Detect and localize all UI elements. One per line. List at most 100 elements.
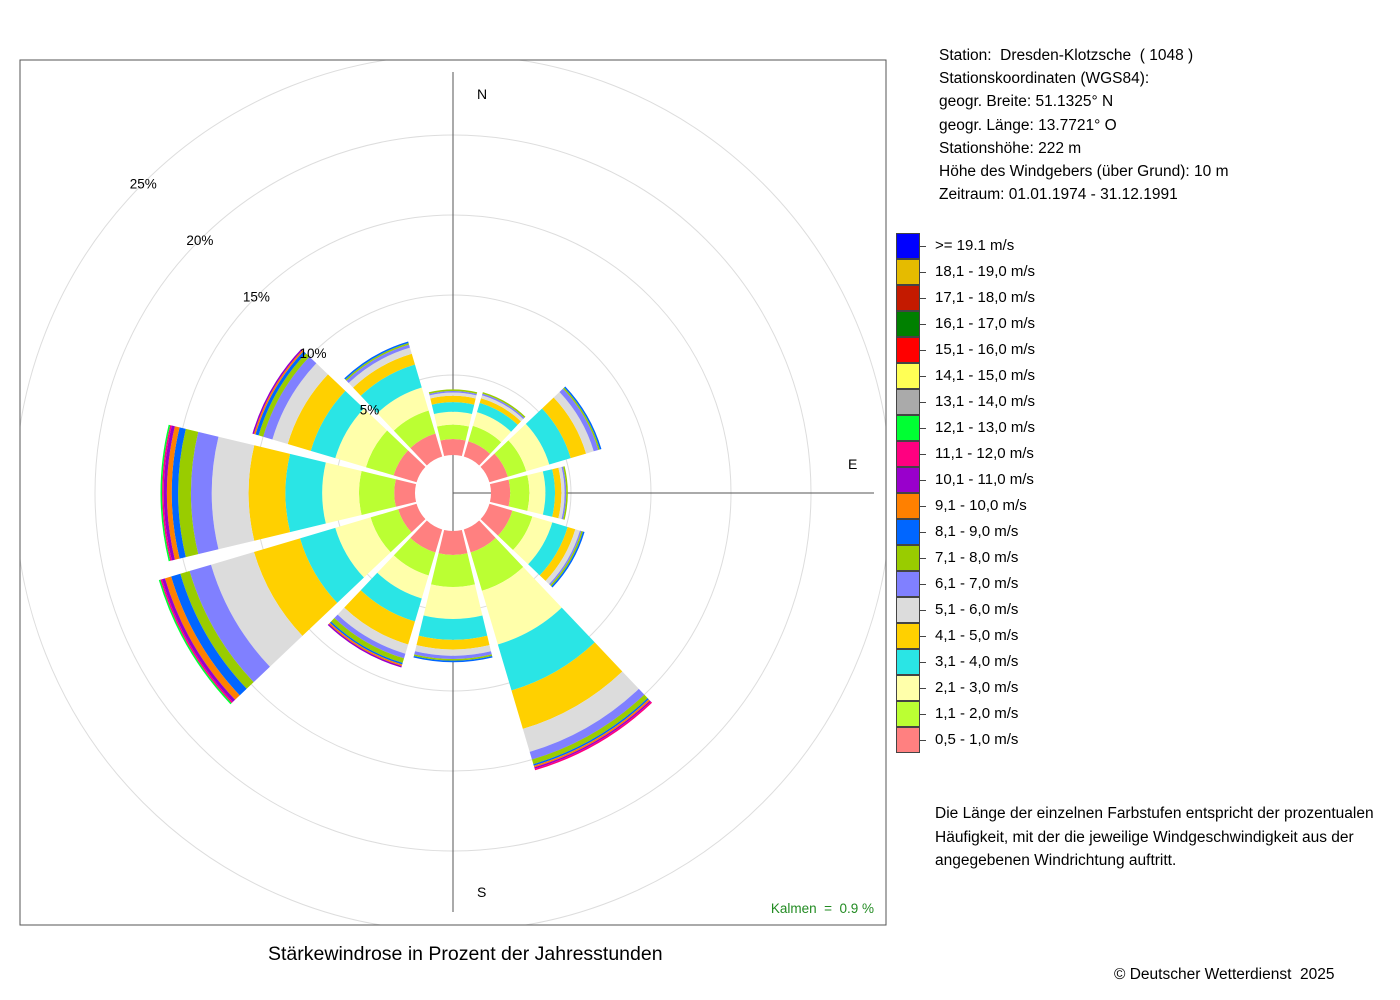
wedge-segment-90deg-class-6 <box>561 466 567 520</box>
wedge-segment-180deg-class-1 <box>431 553 475 587</box>
wedge-segment-60deg-class-1 <box>494 440 527 477</box>
legend-swatch <box>896 493 920 519</box>
legend-swatch <box>896 389 920 415</box>
wedge-segment-120deg-class-4 <box>539 526 576 581</box>
legend-label: 18,1 - 19,0 m/s <box>935 263 1036 280</box>
wedge-segment-90deg-class-2 <box>527 471 546 515</box>
wedge-segment-120deg-class-0 <box>480 503 513 536</box>
wedge-segment-210deg-class-5 <box>337 607 409 654</box>
wedge-segment-60deg-class-5 <box>553 391 594 454</box>
chart-title: Stärkewindrose in Prozent der Jahresstun… <box>268 943 663 965</box>
legend-label: 9,1 - 10,0 m/s <box>935 497 1027 514</box>
wedge-segment-30deg-class-2 <box>472 412 512 443</box>
wedge-segment-180deg-class-3 <box>418 615 488 640</box>
wedge-segment-240deg-class-3 <box>299 527 364 603</box>
wedge-segment-300deg-class-1 <box>365 430 409 476</box>
wedge-segment-210deg-class-2 <box>377 555 429 599</box>
legend-swatch <box>896 441 920 467</box>
wedge-segment-90deg-class-1 <box>508 475 530 511</box>
wedge-segment-270deg-class-9 <box>166 426 180 560</box>
wedge-segment-60deg-class-4 <box>542 397 587 459</box>
legend-label: 6,1 - 7,0 m/s <box>935 575 1019 592</box>
legend-tick <box>920 349 926 351</box>
legend-swatch <box>896 649 920 675</box>
wedge-segment-150deg-class-0 <box>463 520 496 553</box>
wedge-segment-210deg-class-4 <box>344 590 415 645</box>
legend-label: >= 19.1 m/s <box>935 237 1015 254</box>
wedge-segment-90deg-class-4 <box>552 467 562 519</box>
legend-label: 0,5 - 1,0 m/s <box>935 731 1019 748</box>
wedge-segment-120deg-class-2 <box>513 516 553 565</box>
legend-label: 13,1 - 14,0 m/s <box>935 393 1036 410</box>
legend-tick <box>920 323 926 325</box>
wedge-segment-270deg-class-11 <box>162 425 172 561</box>
wedge-segment-180deg-class-4 <box>416 635 490 650</box>
legend-swatch <box>896 415 920 441</box>
radial-tick-label: 10% <box>299 346 326 361</box>
wedge-segment-120deg-class-6 <box>549 530 582 586</box>
legend-tick <box>920 505 926 507</box>
compass-east-label: E <box>848 456 857 472</box>
legend-tick <box>920 453 926 455</box>
wedge-segment-60deg-class-3 <box>525 408 571 465</box>
wedge-segment-180deg-class-8 <box>413 655 493 663</box>
legend-swatch <box>896 311 920 337</box>
wedge-segment-300deg-class-6 <box>263 356 317 440</box>
calm-label: Kalmen = 0.9 % <box>771 901 874 916</box>
legend-label: 1,1 - 2,0 m/s <box>935 705 1019 722</box>
wedge-segment-300deg-class-0 <box>393 450 426 483</box>
wedge-segment-330deg-class-6 <box>346 344 410 384</box>
wedge-segment-270deg-class-12 <box>160 424 171 562</box>
legend-label: 7,1 - 8,0 m/s <box>935 549 1019 566</box>
station-info: Station: Dresden-Klotzsche ( 1048 ) Stat… <box>939 44 1228 206</box>
legend-tick <box>920 297 926 299</box>
copyright-notice: © Deutscher Wetterdienst 2025 <box>1114 966 1335 983</box>
legend-label: 14,1 - 15,0 m/s <box>935 367 1036 384</box>
legend-swatch <box>896 363 920 389</box>
wedge-segment-270deg-class-2 <box>322 462 362 524</box>
radial-tick-label: 15% <box>243 289 270 304</box>
wedge-segment-210deg-class-0 <box>410 520 443 553</box>
wedge-segment-270deg-class-5 <box>211 436 255 550</box>
legend-label: 5,1 - 6,0 m/s <box>935 601 1019 618</box>
wedge-segment-60deg-class-0 <box>480 453 508 483</box>
wedge-segment-330deg-class-5 <box>348 347 412 388</box>
wedge-segment-0deg-class-1 <box>437 424 469 441</box>
wedge-segment-240deg-class-0 <box>398 503 426 533</box>
wedge-segment-60deg-class-6 <box>559 388 599 452</box>
explanation-note: Die Länge der einzelnen Farbstufen entsp… <box>935 802 1395 873</box>
wedge-segment-180deg-class-5 <box>415 645 491 656</box>
legend-tick <box>920 531 926 533</box>
legend-tick <box>920 739 926 741</box>
wedge-segment-240deg-class-6 <box>189 564 270 683</box>
radial-tick-labels: 5% 10% 15% 20% 25% <box>130 176 380 417</box>
legend-swatch <box>896 597 920 623</box>
wedge-segment-240deg-class-1 <box>370 509 412 553</box>
wedge-segment-300deg-class-7 <box>258 353 310 437</box>
wedge-segment-150deg-class-7 <box>531 694 648 765</box>
legend-tick <box>920 245 926 247</box>
wedge-segment-90deg-class-7 <box>563 466 568 520</box>
wedge-segment-180deg-class-6 <box>414 651 492 659</box>
wedge-segment-270deg-class-0 <box>394 479 417 507</box>
note-line-1: Die Länge der einzelnen Farbstufen entsp… <box>935 805 1374 822</box>
wedge-segment-210deg-class-6 <box>334 614 406 659</box>
wedge-segment-300deg-class-3 <box>310 390 364 459</box>
wedge-segment-240deg-class-8 <box>171 573 247 696</box>
time-period: Zeitraum: 01.01.1974 - 31.12.1991 <box>939 186 1178 204</box>
anemometer-height: Höhe des Windgebers (über Grund): 10 m <box>939 163 1229 181</box>
wedge-segment-270deg-class-8 <box>171 427 186 559</box>
legend-label: 17,1 - 18,0 m/s <box>935 289 1036 306</box>
radial-tick-label: 5% <box>360 403 380 418</box>
station-coordinates-heading: Stationskoordinaten (WGS84): <box>939 70 1150 88</box>
note-line-2: Häufigkeit, mit der die jeweilige Windge… <box>935 828 1354 846</box>
legend-tick <box>920 713 926 715</box>
wedge-segment-30deg-class-1 <box>468 425 502 454</box>
wedge-segment-30deg-class-7 <box>482 392 526 418</box>
legend-tick <box>920 271 926 273</box>
legend-tick <box>920 375 926 377</box>
legend-tick <box>920 583 926 585</box>
wedge-segment-0deg-class-2 <box>434 411 472 427</box>
wedge-segment-240deg-class-2 <box>335 517 391 578</box>
legend-swatch <box>896 545 920 571</box>
